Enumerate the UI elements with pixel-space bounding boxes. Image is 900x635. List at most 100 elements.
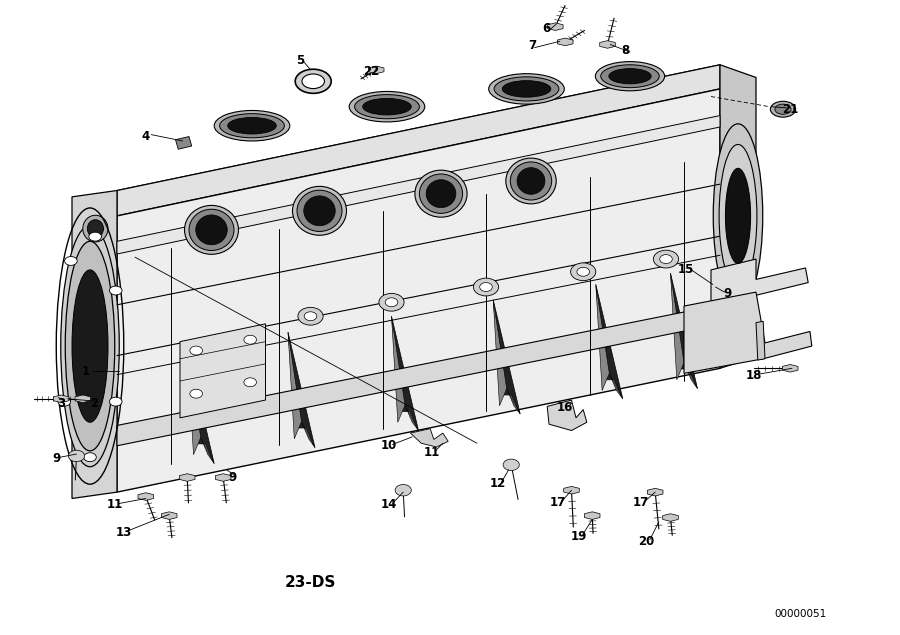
Polygon shape — [596, 284, 623, 399]
Ellipse shape — [510, 162, 552, 200]
Text: 1: 1 — [81, 365, 90, 378]
Polygon shape — [684, 292, 812, 373]
Circle shape — [65, 257, 77, 265]
Circle shape — [244, 378, 256, 387]
Polygon shape — [670, 273, 684, 380]
Circle shape — [571, 263, 596, 281]
Text: 11: 11 — [424, 446, 440, 458]
Text: 11: 11 — [107, 498, 123, 511]
Ellipse shape — [184, 206, 239, 254]
Polygon shape — [72, 190, 117, 498]
Circle shape — [577, 267, 590, 276]
Circle shape — [304, 312, 317, 321]
Polygon shape — [599, 41, 616, 48]
Ellipse shape — [517, 168, 545, 194]
Polygon shape — [288, 332, 302, 439]
Circle shape — [244, 335, 256, 344]
Text: 22: 22 — [363, 65, 379, 77]
Ellipse shape — [725, 168, 751, 264]
Polygon shape — [117, 65, 724, 203]
Polygon shape — [201, 438, 214, 464]
Polygon shape — [117, 116, 720, 254]
Polygon shape — [180, 324, 266, 418]
Polygon shape — [187, 348, 201, 455]
Circle shape — [503, 459, 519, 471]
Text: 14: 14 — [381, 498, 397, 511]
Text: 00000051: 00000051 — [774, 609, 826, 619]
Text: 21: 21 — [782, 103, 798, 116]
Polygon shape — [782, 364, 798, 372]
Ellipse shape — [363, 98, 411, 115]
Polygon shape — [670, 273, 698, 389]
Text: 15: 15 — [678, 264, 694, 276]
Ellipse shape — [596, 62, 664, 91]
Ellipse shape — [419, 174, 463, 213]
Ellipse shape — [601, 65, 659, 88]
Polygon shape — [493, 300, 507, 406]
Ellipse shape — [770, 102, 796, 117]
Ellipse shape — [302, 74, 324, 88]
Polygon shape — [117, 89, 720, 492]
Polygon shape — [179, 474, 195, 481]
Ellipse shape — [502, 81, 551, 97]
Ellipse shape — [506, 158, 556, 204]
Text: 16: 16 — [557, 401, 573, 414]
Text: 4: 4 — [141, 130, 150, 143]
Polygon shape — [215, 474, 231, 481]
Polygon shape — [288, 332, 315, 448]
Ellipse shape — [719, 144, 757, 287]
Text: 18: 18 — [746, 370, 762, 382]
Ellipse shape — [65, 241, 115, 451]
Text: 17: 17 — [550, 497, 566, 509]
Text: 7: 7 — [527, 39, 536, 52]
Text: 5: 5 — [295, 54, 304, 67]
Circle shape — [110, 286, 122, 295]
Ellipse shape — [494, 77, 559, 101]
Text: 10: 10 — [381, 439, 397, 452]
Circle shape — [473, 278, 499, 296]
Polygon shape — [493, 300, 520, 414]
Circle shape — [190, 389, 203, 398]
Text: 6: 6 — [542, 22, 551, 35]
Ellipse shape — [489, 74, 564, 104]
Text: 8: 8 — [621, 44, 630, 57]
Text: 9: 9 — [52, 452, 61, 465]
Circle shape — [58, 398, 70, 406]
Polygon shape — [176, 137, 192, 149]
Polygon shape — [547, 23, 563, 30]
Polygon shape — [392, 316, 418, 431]
Polygon shape — [584, 512, 600, 519]
Ellipse shape — [189, 210, 234, 250]
Polygon shape — [75, 395, 91, 403]
Ellipse shape — [214, 110, 290, 141]
Polygon shape — [596, 284, 609, 391]
Polygon shape — [711, 259, 808, 324]
Polygon shape — [547, 400, 587, 431]
Polygon shape — [756, 321, 765, 360]
Text: 20: 20 — [638, 535, 654, 547]
Polygon shape — [563, 486, 580, 494]
Ellipse shape — [196, 215, 227, 245]
Ellipse shape — [608, 69, 651, 84]
Ellipse shape — [295, 69, 331, 93]
Text: 17: 17 — [633, 497, 649, 509]
Text: 12: 12 — [490, 478, 506, 490]
Circle shape — [298, 307, 323, 325]
Text: 9: 9 — [723, 287, 732, 300]
Text: 19: 19 — [571, 530, 587, 543]
Circle shape — [84, 453, 96, 462]
Circle shape — [480, 283, 492, 291]
Ellipse shape — [349, 91, 425, 122]
Circle shape — [395, 485, 411, 496]
Ellipse shape — [355, 95, 419, 119]
Polygon shape — [662, 514, 679, 521]
Circle shape — [190, 346, 203, 355]
Circle shape — [68, 450, 85, 462]
Ellipse shape — [775, 104, 791, 114]
Polygon shape — [405, 405, 418, 431]
Ellipse shape — [304, 196, 335, 226]
Polygon shape — [647, 488, 663, 496]
Polygon shape — [117, 305, 720, 446]
Circle shape — [653, 250, 679, 268]
Ellipse shape — [427, 180, 456, 208]
